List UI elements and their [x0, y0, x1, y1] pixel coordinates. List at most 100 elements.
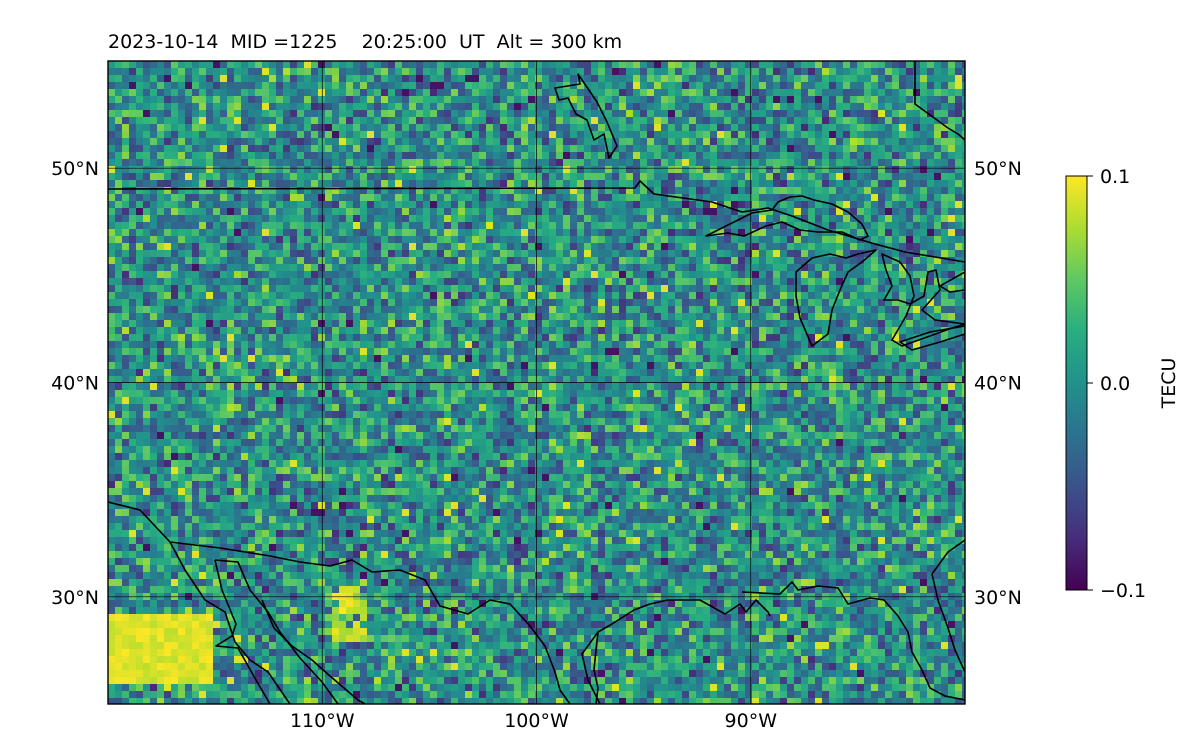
tec-pixel — [437, 257, 445, 265]
tec-pixel — [871, 250, 879, 258]
tec-pixel — [367, 299, 375, 307]
tec-pixel — [829, 292, 837, 300]
tec-pixel — [311, 159, 319, 167]
tec-pixel — [549, 138, 557, 146]
tec-pixel — [367, 257, 375, 265]
tec-pixel — [458, 159, 466, 167]
tec-pixel — [416, 187, 424, 195]
tec-pixel — [248, 257, 256, 265]
tec-pixel — [241, 68, 249, 76]
tec-pixel — [584, 124, 592, 132]
tec-pixel — [297, 96, 305, 104]
tec-pixel — [920, 131, 928, 139]
tec-pixel — [829, 208, 837, 216]
tec-pixel — [899, 117, 907, 125]
tec-pixel — [143, 257, 151, 265]
tec-pixel — [752, 96, 760, 104]
tec-pixel — [458, 222, 466, 230]
tec-pixel — [668, 271, 676, 279]
tec-pixel — [136, 229, 144, 237]
tec-pixel — [577, 243, 585, 251]
tec-pixel — [633, 61, 641, 69]
tec-pixel — [318, 313, 326, 321]
tec-pixel — [157, 138, 165, 146]
tec-pixel — [262, 61, 270, 69]
tec-pixel — [948, 96, 956, 104]
tec-pixel — [458, 68, 466, 76]
tec-pixel — [500, 173, 508, 181]
tec-pixel — [325, 285, 333, 293]
tec-pixel — [913, 138, 921, 146]
tec-pixel — [794, 82, 802, 90]
tec-pixel — [696, 257, 704, 265]
tec-pixel — [402, 271, 410, 279]
tec-pixel — [318, 187, 326, 195]
tec-pixel — [220, 152, 228, 160]
tec-pixel — [577, 194, 585, 202]
tec-pixel — [829, 152, 837, 160]
tec-pixel — [710, 208, 718, 216]
tec-pixel — [934, 131, 942, 139]
tec-pixel — [206, 327, 214, 335]
tec-pixel — [493, 89, 501, 97]
tec-pixel — [745, 61, 753, 69]
tec-pixel — [500, 117, 508, 125]
tec-pixel — [234, 257, 242, 265]
tec-pixel — [276, 285, 284, 293]
tec-pixel — [773, 278, 781, 286]
tec-pixel — [689, 96, 697, 104]
tec-pixel — [843, 243, 851, 251]
tec-pixel — [815, 117, 823, 125]
tec-pixel — [871, 299, 879, 307]
tec-pixel — [206, 250, 214, 258]
tec-pixel — [738, 68, 746, 76]
tec-pixel — [360, 166, 368, 174]
tec-pixel — [626, 82, 634, 90]
tec-pixel — [871, 257, 879, 265]
tec-pixel — [563, 278, 571, 286]
tec-pixel — [710, 187, 718, 195]
tec-pixel — [745, 320, 753, 328]
tec-pixel — [304, 159, 312, 167]
tec-pixel — [318, 201, 326, 209]
tec-pixel — [549, 243, 557, 251]
tec-pixel — [577, 68, 585, 76]
tec-pixel — [801, 208, 809, 216]
tec-pixel — [668, 187, 676, 195]
tec-pixel — [395, 152, 403, 160]
tec-pixel — [143, 103, 151, 111]
tec-pixel — [528, 68, 536, 76]
tec-pixel — [864, 292, 872, 300]
tec-pixel — [948, 236, 956, 244]
tec-pixel — [647, 278, 655, 286]
tec-pixel — [444, 110, 452, 118]
tec-pixel — [143, 250, 151, 258]
tec-pixel — [661, 180, 669, 188]
tec-pixel — [759, 61, 767, 69]
tec-pixel — [542, 201, 550, 209]
tec-pixel — [514, 271, 522, 279]
tec-pixel — [234, 313, 242, 321]
tec-pixel — [941, 250, 949, 258]
tec-pixel — [787, 180, 795, 188]
tec-pixel — [283, 159, 291, 167]
tec-pixel — [199, 89, 207, 97]
tec-pixel — [521, 61, 529, 69]
tec-pixel — [367, 278, 375, 286]
tec-pixel — [486, 152, 494, 160]
tec-pixel — [577, 61, 585, 69]
tec-pixel — [346, 89, 354, 97]
tec-pixel — [808, 124, 816, 132]
tec-pixel — [430, 145, 438, 153]
tec-pixel — [311, 201, 319, 209]
tec-pixel — [290, 131, 298, 139]
tec-pixel — [563, 236, 571, 244]
tec-pixel — [122, 89, 130, 97]
tec-pixel — [157, 341, 165, 349]
tec-pixel — [269, 320, 277, 328]
tec-pixel — [836, 257, 844, 265]
tec-pixel — [332, 131, 340, 139]
tec-pixel — [269, 278, 277, 286]
tec-pixel — [346, 327, 354, 335]
tec-pixel — [346, 82, 354, 90]
